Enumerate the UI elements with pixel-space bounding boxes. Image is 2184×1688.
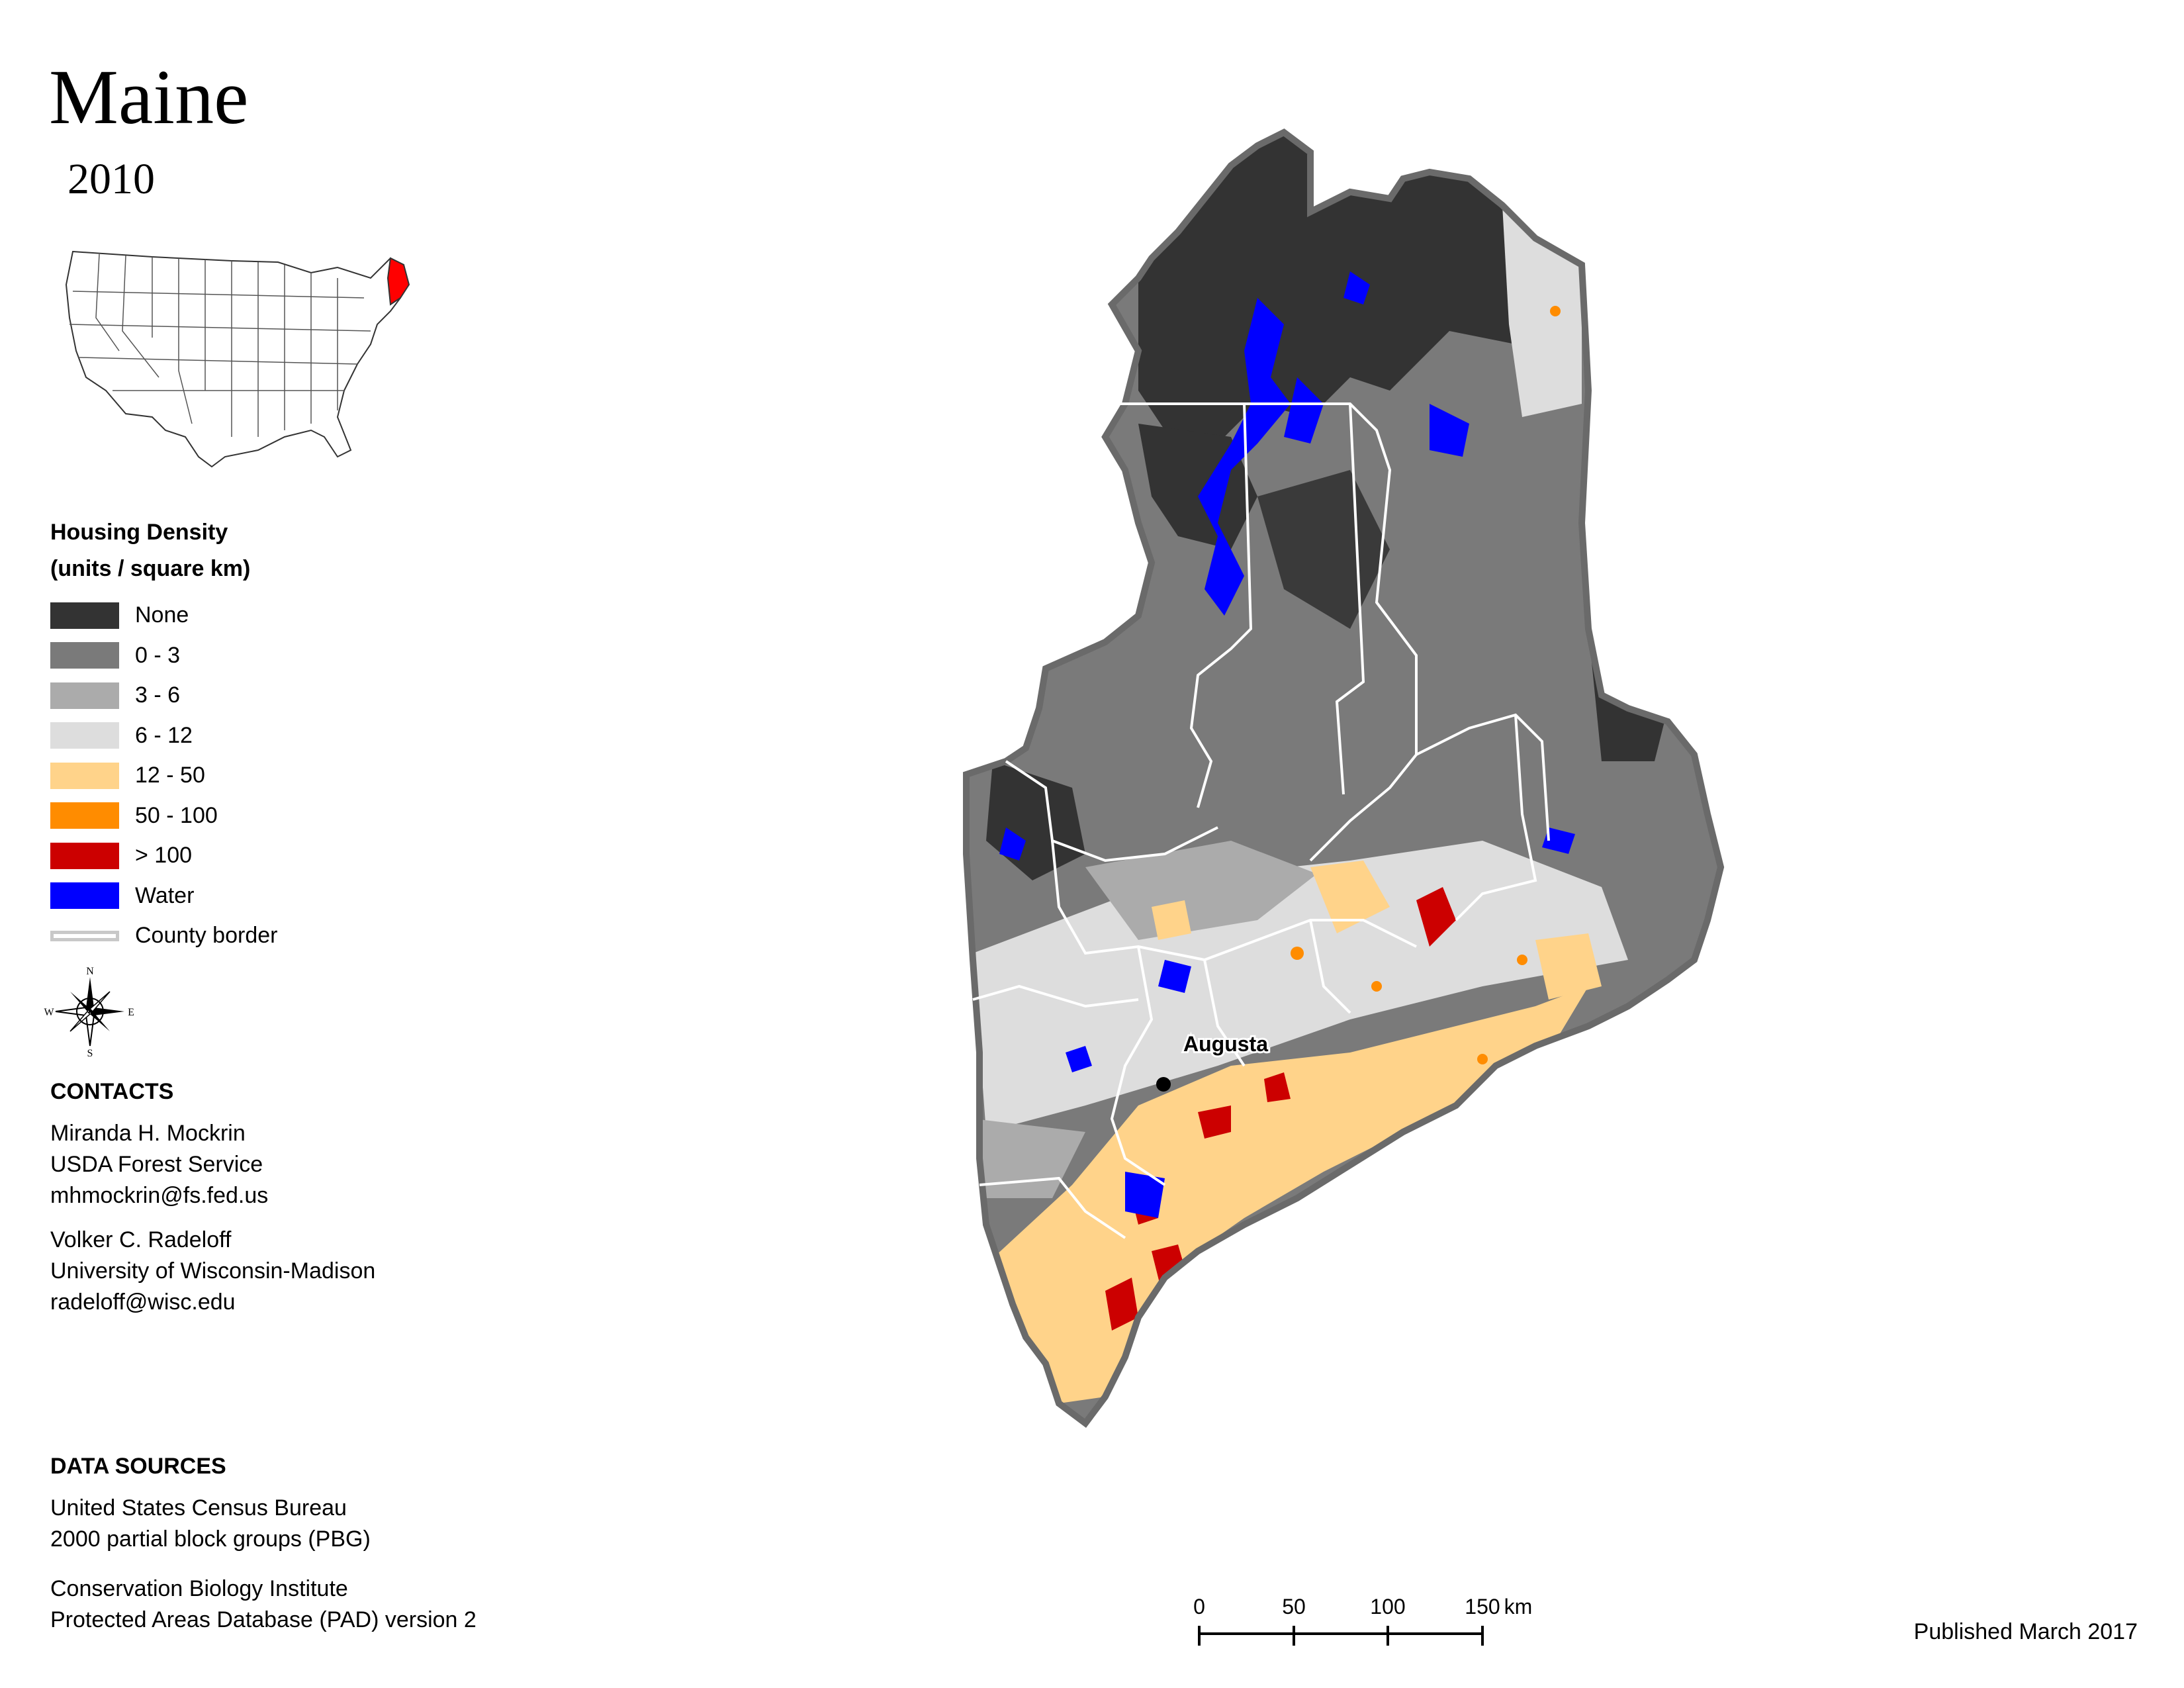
- augusta-label: Augusta: [1183, 1032, 1268, 1056]
- scale-tick: 150: [1465, 1595, 1500, 1618]
- legend-label: 12 - 50: [135, 763, 205, 788]
- scale-tick: 100: [1370, 1595, 1405, 1618]
- legend-swatch: [50, 882, 119, 910]
- legend-label: None: [135, 602, 189, 628]
- scale-unit: km: [1504, 1595, 1533, 1618]
- compass-e: E: [128, 1007, 134, 1018]
- legend-item: > 100: [50, 836, 277, 876]
- published-date: Published March 2017: [1913, 1619, 2138, 1644]
- legend-swatch: [50, 762, 119, 789]
- contact-name: Miranda H. Mockrin: [50, 1121, 246, 1146]
- contact-1: Miranda H. Mockrin USDA Forest Service m…: [50, 1118, 375, 1211]
- compass-n: N: [86, 966, 94, 977]
- legend-swatch: [50, 642, 119, 669]
- scale-tick: 50: [1282, 1595, 1306, 1618]
- legend-swatch: [50, 682, 119, 709]
- contact-org: University of Wisconsin-Madison: [50, 1258, 376, 1284]
- legend-item: Water: [50, 876, 277, 916]
- compass-s: S: [87, 1048, 93, 1058]
- contacts: CONTACTS Miranda H. Mockrin USDA Forest …: [50, 1079, 375, 1318]
- legend-label: 0 - 3: [135, 642, 181, 668]
- scale-tick: 0: [1193, 1595, 1205, 1618]
- legend-item: 50 - 100: [50, 796, 277, 836]
- source-line: United States Census Bureau: [50, 1495, 347, 1521]
- contact-email[interactable]: mhmockrin@fs.fed.us: [50, 1183, 269, 1208]
- legend-item: 6 - 12: [50, 716, 277, 756]
- augusta-marker: [1156, 1077, 1171, 1092]
- maine-housing-density-map: Augusta: [963, 128, 1725, 1428]
- legend-label: 6 - 12: [135, 722, 193, 748]
- legend-swatch: [50, 802, 119, 829]
- legend-label: 50 - 100: [135, 802, 218, 828]
- legend-swatch: [50, 722, 119, 749]
- legend-label: County border: [135, 923, 278, 949]
- county-border-swatch: [50, 930, 119, 941]
- contact-org: USDA Forest Service: [50, 1152, 263, 1177]
- legend-swatch: [50, 842, 119, 869]
- legend: Housing Density (units / square km) None…: [50, 519, 277, 956]
- data-sources-title: DATA SOURCES: [50, 1454, 226, 1479]
- compass-rose-icon: N S E W: [44, 966, 134, 1058]
- legend-item: None: [50, 596, 277, 636]
- maine-highlight: [387, 257, 410, 306]
- legend-title: Housing Density (units / square km): [50, 520, 251, 581]
- legend-label: Water: [135, 882, 195, 908]
- legend-item: 0 - 3: [50, 635, 277, 676]
- map-title: Maine: [49, 54, 249, 140]
- legend-label: 3 - 6: [135, 682, 181, 708]
- map-year: 2010: [68, 155, 155, 203]
- scale-bar: 0 50 100 150 km: [1193, 1595, 1533, 1646]
- us-locator-map: [65, 250, 410, 468]
- legend-item-county-border: County border: [50, 916, 277, 957]
- source-line: Conservation Biology Institute: [50, 1576, 348, 1601]
- data-sources: DATA SOURCES United States Census Bureau…: [50, 1454, 477, 1636]
- source-line: 2000 partial block groups (PBG): [50, 1526, 371, 1552]
- contact-name: Volker C. Radeloff: [50, 1227, 232, 1252]
- compass-w: W: [44, 1007, 54, 1018]
- legend-item: 3 - 6: [50, 676, 277, 716]
- source-line: Protected Areas Database (PAD) version 2: [50, 1607, 477, 1632]
- legend-item: 12 - 50: [50, 756, 277, 796]
- legend-label: > 100: [135, 843, 193, 868]
- contact-2: Volker C. Radeloff University of Wiscons…: [50, 1225, 375, 1318]
- contact-email[interactable]: radeloff@wisc.edu: [50, 1289, 236, 1315]
- contacts-title: CONTACTS: [50, 1079, 174, 1104]
- legend-swatch: [50, 602, 119, 629]
